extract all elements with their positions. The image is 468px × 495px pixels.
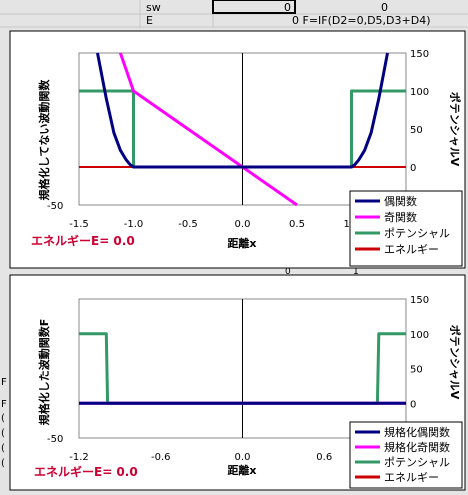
legend-label: ポテンシャル <box>384 456 450 469</box>
x-axis-label: 距離x <box>227 463 256 477</box>
right-y-tick-label: 0 <box>410 399 416 410</box>
x-tick-label: -1.0 <box>124 219 144 230</box>
legend-label: ポテンシャル <box>384 227 450 240</box>
row-label: F <box>1 377 7 388</box>
legend-label: 奇関数 <box>384 211 417 224</box>
right-y-tick-label: 0 <box>410 163 416 174</box>
series-line-even <box>96 52 389 169</box>
x-tick-label: 0.0 <box>235 219 251 230</box>
series-lines <box>79 52 406 207</box>
selected-cell[interactable] <box>212 0 296 14</box>
right-y-tick-label: 150 <box>410 49 429 60</box>
legend-label: エネルギー <box>384 243 439 256</box>
legend-label: エネルギー <box>384 471 439 484</box>
cell-sw-value-right[interactable]: 0 <box>381 1 388 14</box>
right-y-tick-label: 100 <box>410 87 429 98</box>
x-axis-label: 距離x <box>227 236 256 250</box>
x-tick-label: 0.0 <box>235 452 251 463</box>
cell-sw-value[interactable]: 0 <box>284 1 291 14</box>
x-tick-label: -0.5 <box>178 219 198 230</box>
cell-fragment: 1 <box>353 267 359 277</box>
cell-fragment: 0 <box>285 267 291 277</box>
energy-value-label: エネルギーE= 0.0 <box>34 464 138 479</box>
left-y-tick-label: -50 <box>47 434 63 445</box>
row-label: ( <box>1 428 5 439</box>
x-tick-label: -1.2 <box>69 452 89 463</box>
right-y-tick-label: 50 <box>410 365 423 376</box>
x-tick-label: 0.6 <box>316 452 332 463</box>
row-label: ( <box>1 443 5 454</box>
right-y-tick-label: 50 <box>410 125 423 136</box>
legend-label: 規格化偶関数 <box>384 425 450 439</box>
y-axis-label: 規格化した波動関数F <box>37 319 51 426</box>
legend-box <box>349 190 463 267</box>
cell-e-name[interactable]: E <box>146 14 153 27</box>
series-lines <box>79 299 406 438</box>
energy-value-label: エネルギーE= 0.0 <box>31 233 135 248</box>
y-axis-label: 規格化してない波動関数 <box>37 79 51 201</box>
row-label: ( <box>1 458 5 469</box>
left-y-tick-label: -50 <box>47 201 63 212</box>
x-tick-label: -1.5 <box>69 219 89 230</box>
cell-sw-name[interactable]: sw <box>146 1 161 14</box>
x-tick-label: -0.6 <box>151 452 171 463</box>
y2-axis-label: ポテンシャルV <box>448 325 462 400</box>
legend-label: 偶関数 <box>384 195 417 208</box>
cell-e-formula[interactable]: 0 F=IF(D2=0,D5,D3+D4) <box>292 14 431 27</box>
x-tick-label: 0.5 <box>289 219 305 230</box>
right-y-tick-label: 100 <box>410 330 429 341</box>
y2-axis-label: ポテンシャルV <box>448 92 462 167</box>
legend-label: 規格化奇関数 <box>384 440 450 454</box>
right-y-tick-label: 150 <box>410 295 429 306</box>
row-label: F <box>1 399 7 410</box>
right-y-tick-labels: 0 50 100 150 <box>410 295 429 410</box>
row-label: ( <box>1 413 5 424</box>
right-y-tick-labels: 0 50 100 150 <box>410 49 429 174</box>
